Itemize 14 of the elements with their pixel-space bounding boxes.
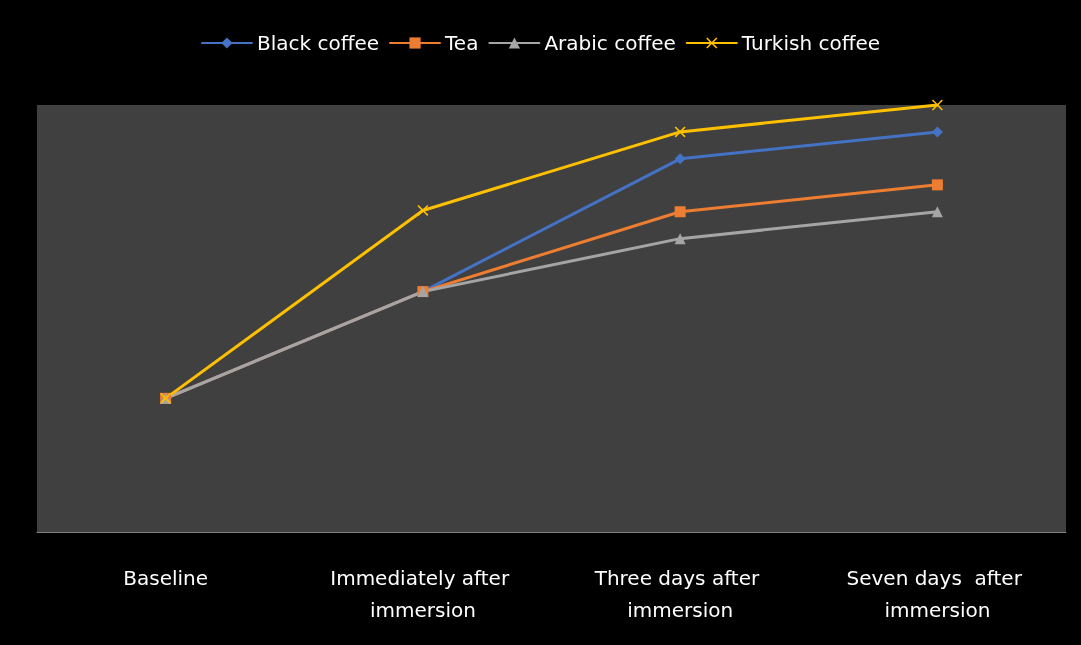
x-tick-label: Three days after immersion <box>593 566 766 622</box>
point <box>417 204 429 216</box>
point <box>674 126 686 138</box>
point <box>931 99 943 111</box>
point <box>674 206 686 218</box>
legend-label: Black coffee <box>256 31 380 55</box>
legend-label: Arabic coffee <box>544 31 676 55</box>
point <box>931 179 943 191</box>
point <box>674 153 686 165</box>
x-tick-label: Baseline <box>123 566 209 590</box>
legend-label: Tea <box>444 31 479 55</box>
legend-label: Turkish coffee <box>740 31 881 55</box>
x-tick-label: Immediately after immersion <box>330 566 516 622</box>
x-tick-label: Seven days after immersion <box>846 566 1029 622</box>
